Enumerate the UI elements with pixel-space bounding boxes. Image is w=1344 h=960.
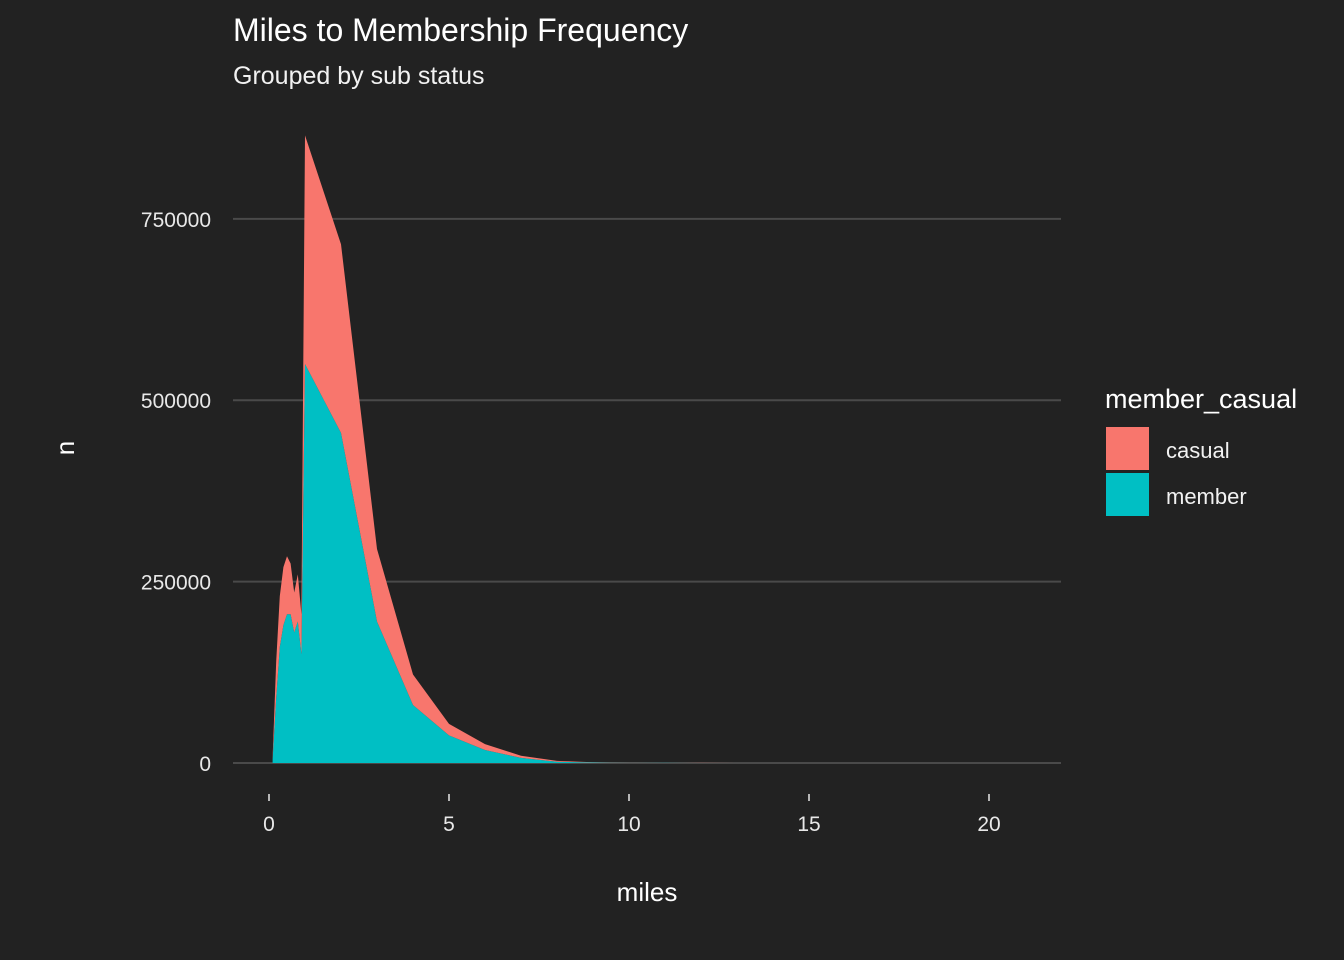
chart-subtitle: Grouped by sub status xyxy=(233,62,485,90)
area-member xyxy=(272,363,1026,763)
legend-swatch-casual xyxy=(1106,427,1149,470)
x-tick-label-0: 0 xyxy=(263,813,275,836)
area-layer xyxy=(272,135,1026,763)
legend-title: member_casual xyxy=(1105,384,1297,414)
y-axis-ticks: 0 250000 500000 750000 xyxy=(141,209,211,776)
y-tick-label-0: 0 xyxy=(199,753,211,776)
x-tick-label-4: 20 xyxy=(977,813,1000,836)
legend-label-member: member xyxy=(1166,484,1247,509)
x-tick-label-1: 5 xyxy=(443,813,455,836)
y-tick-label-1: 250000 xyxy=(141,572,211,595)
x-axis-label: miles xyxy=(617,877,678,907)
legend: member_casual casual member xyxy=(1105,384,1297,516)
chart-title: Miles to Membership Frequency xyxy=(233,12,688,48)
legend-label-casual: casual xyxy=(1166,438,1230,463)
y-axis-label: n xyxy=(50,441,80,455)
x-axis-ticks: 0 5 10 15 20 xyxy=(263,794,1001,836)
x-tick-label-3: 15 xyxy=(797,813,820,836)
y-tick-label-3: 750000 xyxy=(141,209,211,232)
x-tick-label-2: 10 xyxy=(617,813,640,836)
legend-swatch-member xyxy=(1106,473,1149,516)
y-tick-label-2: 500000 xyxy=(141,390,211,413)
